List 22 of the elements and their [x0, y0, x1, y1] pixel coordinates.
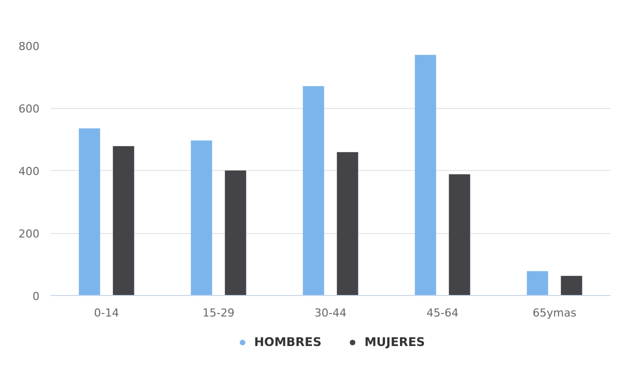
bar: [526, 271, 548, 296]
legend-label: HOMBRES: [254, 335, 322, 349]
bar: [302, 86, 324, 296]
x-tick-label: 15-29: [202, 306, 234, 320]
y-tick-label: 600: [18, 102, 40, 116]
bar: [560, 276, 582, 296]
bar: [224, 170, 246, 296]
y-tick-label: 800: [18, 40, 40, 53]
bar: [448, 174, 470, 296]
y-tick-label: 200: [18, 228, 40, 240]
x-tick-label: 30-44: [314, 306, 346, 320]
bar: [414, 54, 436, 296]
bar: [336, 152, 358, 296]
y-tick-label: 0: [32, 290, 40, 303]
y-tick-label: 400: [18, 165, 40, 178]
bar: [78, 128, 100, 296]
legend-label: MUJERES: [364, 335, 425, 349]
x-tick-label: 45-64: [426, 306, 458, 320]
x-tick-label: 65ymas: [532, 306, 577, 320]
bar: [112, 146, 134, 296]
x-tick-label: 0-14: [94, 306, 119, 320]
bar: [190, 140, 212, 296]
